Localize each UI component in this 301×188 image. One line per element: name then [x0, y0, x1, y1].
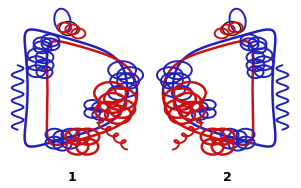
Text: 1: 1 — [68, 171, 77, 184]
Text: 2: 2 — [223, 171, 232, 184]
